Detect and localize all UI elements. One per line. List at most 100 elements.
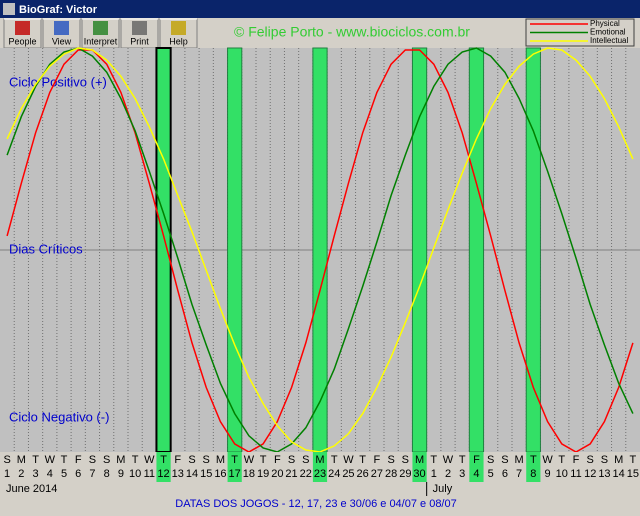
weekday-label: F	[374, 454, 381, 466]
day-highlight	[156, 452, 171, 482]
date-label: 2	[445, 468, 451, 480]
weekday-label: M	[315, 454, 324, 466]
game-day-bar	[525, 47, 541, 453]
weekday-label: S	[587, 454, 594, 466]
weekday-label: T	[430, 454, 437, 466]
level-label: Ciclo Positivo (+)	[9, 74, 107, 89]
weekday-label: M	[515, 454, 524, 466]
month-label: July	[433, 483, 453, 495]
legend-label: Physical	[590, 19, 620, 28]
button-label[interactable]: View	[52, 36, 72, 46]
weekday-label: W	[244, 454, 255, 466]
date-label: 3	[32, 468, 38, 480]
date-label: 1	[431, 468, 437, 480]
weekday-label: S	[188, 454, 195, 466]
weekday-label: M	[614, 454, 623, 466]
weekday-label: S	[501, 454, 508, 466]
day-highlight	[412, 452, 427, 482]
date-label: 8	[104, 468, 110, 480]
weekday-label: S	[103, 454, 110, 466]
toolbar-button[interactable]: Interpret	[81, 18, 120, 49]
weekday-label: T	[160, 454, 167, 466]
date-label: 13	[598, 468, 610, 480]
date-label: 9	[118, 468, 124, 480]
date-label: 15	[627, 468, 639, 480]
button-label[interactable]: Print	[130, 36, 149, 46]
date-label: 7	[516, 468, 522, 480]
weekday-label: M	[216, 454, 225, 466]
date-label: 11	[570, 468, 581, 480]
date-label: 15	[200, 468, 212, 480]
level-label: Ciclo Negativo (-)	[9, 409, 109, 424]
weekday-label: F	[75, 454, 82, 466]
date-label: 29	[399, 468, 411, 480]
date-label: 21	[285, 468, 297, 480]
weekday-label: S	[302, 454, 309, 466]
weekday-label: M	[17, 454, 26, 466]
date-label: 23	[314, 468, 326, 480]
game-day-bar	[227, 47, 243, 453]
date-label: 26	[357, 468, 369, 480]
button-icon[interactable]	[15, 21, 30, 35]
date-label: 6	[75, 468, 81, 480]
weekday-label: F	[174, 454, 181, 466]
date-label: 13	[172, 468, 184, 480]
date-label: 1	[4, 468, 10, 480]
date-label: 30	[413, 468, 425, 480]
button-label[interactable]: Interpret	[84, 36, 118, 46]
status-bar	[0, 497, 640, 511]
date-label: 25	[342, 468, 354, 480]
toolbar-button[interactable]: Help	[159, 18, 198, 49]
button-icon[interactable]	[132, 21, 147, 35]
weekday-label: S	[288, 454, 295, 466]
button-label[interactable]: Help	[169, 36, 188, 46]
date-label: 6	[502, 468, 508, 480]
date-label: 18	[243, 468, 255, 480]
toolbar-button[interactable]: People	[3, 18, 42, 49]
weekday-label: T	[231, 454, 238, 466]
game-day-bar	[411, 47, 428, 453]
date-label: 12	[584, 468, 596, 480]
date-label: 8	[530, 468, 536, 480]
weekday-label: W	[443, 454, 454, 466]
button-label[interactable]: People	[8, 36, 36, 46]
toolbar-button[interactable]: Print	[120, 18, 159, 49]
weekday-label: S	[601, 454, 608, 466]
game-day-bar	[155, 47, 172, 453]
weekday-label: M	[415, 454, 424, 466]
date-label: 14	[186, 468, 198, 480]
series-line	[6, 47, 634, 453]
weekday-label: T	[260, 454, 267, 466]
weekday-label: T	[558, 454, 565, 466]
date-label: 27	[371, 468, 383, 480]
weekday-label: T	[459, 454, 466, 466]
game-day-bar	[468, 47, 485, 453]
date-label: 17	[229, 468, 241, 480]
weekday-label: T	[530, 454, 537, 466]
weekday-label: S	[3, 454, 10, 466]
weekday-label: S	[402, 454, 409, 466]
weekday-label: M	[116, 454, 125, 466]
month-label: June 2014	[6, 483, 57, 495]
weekday-label: S	[487, 454, 494, 466]
legend-label: Emotional	[590, 28, 626, 37]
date-label: 5	[61, 468, 67, 480]
weekday-label: S	[89, 454, 96, 466]
date-label: 24	[328, 468, 340, 480]
chart: Ciclo Positivo (+) Dias Críticos Ciclo Neg…	[0, 18, 640, 511]
weekday-label: S	[387, 454, 394, 466]
watermark: © Felipe Porto - www.biociclos.com.br	[234, 24, 470, 40]
button-icon[interactable]	[93, 21, 108, 35]
toolbar-button[interactable]: View	[42, 18, 81, 49]
toolbar: People View Interpret Print Help	[3, 18, 198, 49]
button-icon[interactable]	[54, 21, 69, 35]
button-icon[interactable]	[171, 21, 186, 35]
date-label: 2	[18, 468, 24, 480]
weekday-label: W	[542, 454, 553, 466]
weekday-label: W	[343, 454, 354, 466]
day-highlight	[312, 452, 328, 482]
date-label: 12	[157, 468, 169, 480]
date-label: 3	[459, 468, 465, 480]
